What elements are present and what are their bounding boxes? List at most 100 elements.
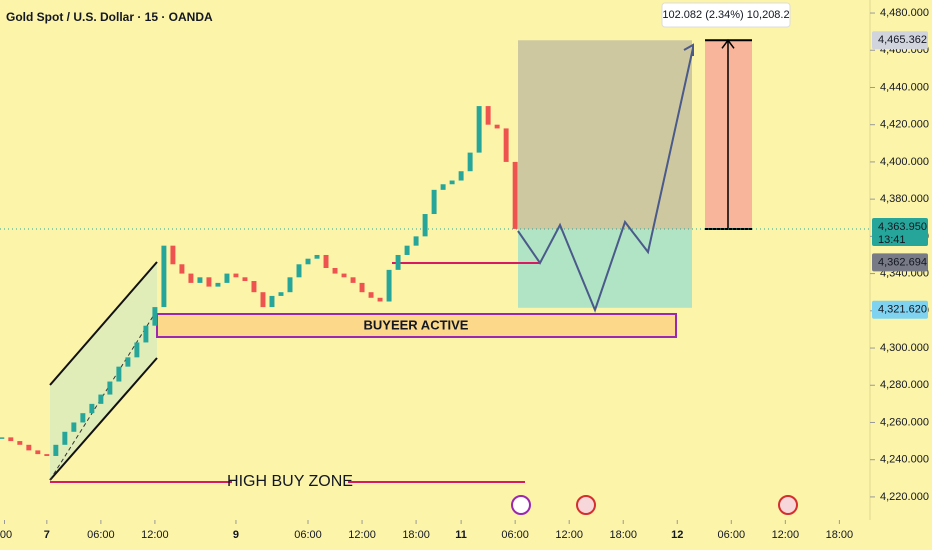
candle (35, 450, 41, 455)
y-tick-label: 4,420.000 (880, 119, 929, 131)
y-tick-label: 4,220.000 (880, 491, 929, 503)
candle (476, 106, 482, 153)
candle (152, 307, 158, 326)
measure-label: 102.082 (2.34%) 10,208.2 (662, 9, 789, 21)
candle (197, 277, 203, 283)
candle (8, 437, 14, 442)
y-tick-label: 4,280.000 (880, 379, 929, 391)
candle (0, 437, 5, 439)
channel-line (49, 261, 158, 386)
measure-arrow-head (721, 39, 735, 49)
candle (134, 342, 140, 358)
candle (287, 277, 293, 293)
annotation: BUYEER ACTIVE (364, 317, 469, 332)
candle (323, 254, 329, 269)
candle (53, 444, 59, 456)
candle (449, 180, 455, 185)
candle (440, 184, 446, 190)
price-label: 4,362.694 (878, 256, 927, 268)
candle (386, 269, 392, 302)
candle (314, 254, 320, 259)
x-tick-label: 06:00 (87, 529, 115, 541)
x-tick-label: 12:00 (141, 529, 169, 541)
candle (62, 431, 68, 445)
candle (233, 273, 239, 278)
candle (98, 394, 104, 404)
price-label-box (872, 218, 928, 247)
x-tick-label: 06:00 (718, 529, 746, 541)
x-tick-label: 12:00 (348, 529, 376, 541)
layer: 4,220.000 4,240.000 4,260.000 4,280.000 4,30… (0, 7, 929, 541)
candle (467, 152, 473, 172)
candle (260, 292, 266, 308)
candle (170, 245, 176, 265)
chart-title: Gold Spot / U.S. Dollar · 15 · OANDA (6, 10, 213, 24)
candle (278, 292, 284, 296)
candle (215, 282, 221, 287)
countdown: 13:41 (878, 234, 906, 246)
candle (413, 236, 419, 246)
candle (458, 171, 464, 181)
candle (350, 277, 356, 283)
price-label-box (872, 300, 928, 319)
stop-zone (518, 229, 692, 308)
x-tick-label: 12:00 (772, 529, 800, 541)
x-tick-label: 06:00 (294, 529, 322, 541)
candle (116, 366, 122, 382)
candle (26, 444, 32, 451)
candle (143, 325, 149, 343)
channel-line (49, 357, 158, 481)
candle (206, 277, 212, 287)
x-tick-label: 12 (671, 529, 683, 541)
annotation: HIGH BUY ZONE (227, 473, 353, 490)
projection (517, 47, 694, 313)
candle (359, 282, 365, 293)
y-tick-label: 4,440.000 (880, 81, 929, 93)
arrow-head (683, 43, 694, 56)
candle (269, 295, 275, 308)
candle (242, 277, 248, 282)
candle (125, 357, 131, 367)
x-tick-label: 18:00 (609, 529, 637, 541)
candle (71, 422, 77, 432)
y-tick-label: 4,240.000 (880, 454, 929, 466)
event-icon (576, 495, 596, 515)
measure-box (661, 2, 791, 28)
candle (377, 297, 383, 302)
candle (368, 292, 374, 298)
candle (305, 258, 311, 265)
y-tick-label: 4,300.000 (880, 342, 929, 354)
candle (296, 264, 302, 278)
candle (251, 281, 257, 293)
candle (17, 441, 23, 445)
candle (503, 128, 509, 162)
candle (341, 273, 347, 278)
price-label: 4,363.950 (878, 221, 927, 233)
price-label: 4,465.362 (878, 34, 927, 46)
y-tick-label: 4,380.000 (880, 193, 929, 205)
candle (179, 264, 185, 274)
price-label-box (872, 253, 928, 272)
x-tick-label: 18:00 (826, 529, 854, 541)
candle (494, 124, 500, 129)
candle (188, 273, 194, 283)
event-icon (778, 495, 798, 515)
candle (332, 268, 338, 274)
price-label-box (872, 31, 928, 50)
x-tick-label: 18:00 (402, 529, 430, 541)
y-tick-label: 4,480.000 (880, 7, 929, 19)
x-tick-label: 12:00 (555, 529, 583, 541)
candle (395, 254, 401, 270)
target-zone (518, 40, 692, 230)
candle (80, 413, 86, 423)
candle (44, 454, 50, 456)
layer (0, 106, 518, 456)
channel-fill (50, 262, 157, 480)
candle (224, 273, 230, 283)
candle (161, 245, 167, 308)
candle (512, 161, 518, 229)
y-tick-label: 4,260.000 (880, 416, 929, 428)
